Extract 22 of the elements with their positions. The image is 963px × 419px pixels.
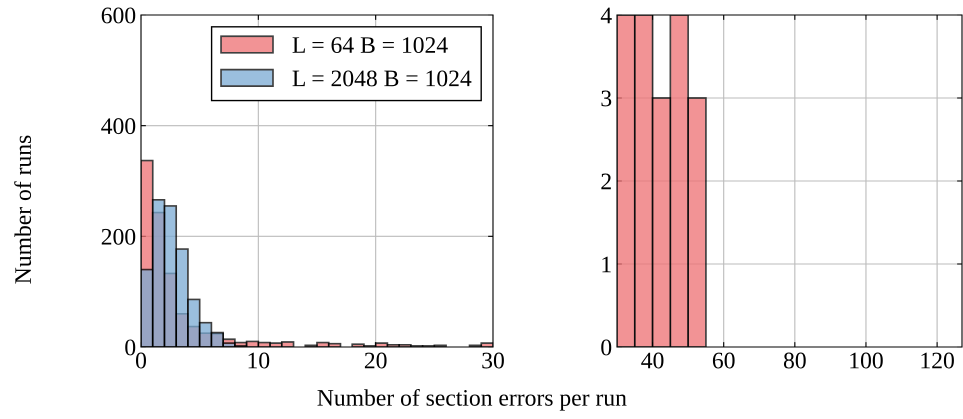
y-tick-label: 400 [101,118,136,134]
x-tick-label: 30 [482,352,504,368]
x-tick-label: 10 [248,352,270,368]
legend-label: L = 64 B = 1024 [292,37,448,54]
y-tick-label: 0 [601,339,612,356]
x-tick-label: 40 [641,352,664,368]
y-tick-label: 4 [600,8,612,24]
x-tick-label: 60 [712,352,735,368]
y-axis-title: Number of runs [14,136,32,284]
x-tick-label: 120 [921,352,954,368]
x-tick-label: 100 [850,352,883,368]
x-tick-label: 80 [784,352,806,368]
x-tick-label: 20 [364,352,387,368]
legend-label: L = 2048 B = 1024 [292,70,472,86]
y-tick-label: 2 [601,174,611,190]
y-tick-label: 3 [601,90,612,106]
x-axis-title: Number of section errors per run [317,388,627,411]
x-tick-label: 0 [136,352,146,368]
y-tick-label: 0 [125,339,136,356]
y-tick-label: 200 [102,228,136,245]
y-tick-label: 1 [602,256,611,272]
y-tick-label: 600 [102,7,136,24]
